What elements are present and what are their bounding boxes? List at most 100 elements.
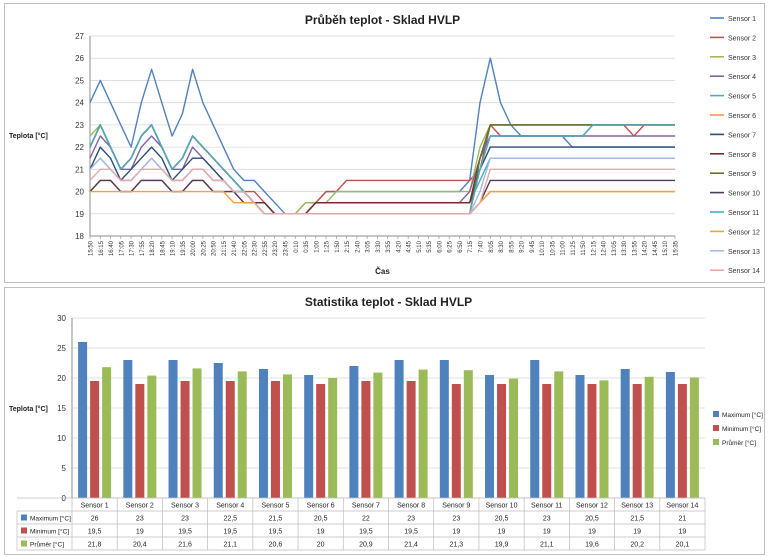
table-cell-value: 19 <box>588 529 596 536</box>
x-tick-label: 15:50 <box>89 240 95 256</box>
table-cell-value: 23 <box>181 516 189 523</box>
bar-2-sensor-1 <box>90 381 100 498</box>
series-line-sensor-5 <box>89 157 675 215</box>
x-tick-label: 14:20 <box>643 240 649 256</box>
table-cell-value: 19 <box>498 529 506 536</box>
y-axis-label: Teplota [°C] <box>9 405 48 413</box>
y-tick-label: 30 <box>57 314 66 323</box>
bar-3-sensor-1 <box>102 367 112 498</box>
y-tick-label: 23 <box>75 121 84 130</box>
table-cell-value: 21,6 <box>178 542 192 549</box>
table-cell-value: 19,5 <box>223 529 237 536</box>
x-tick-label: 7:15 <box>468 240 474 252</box>
table-cell-value: 19,5 <box>178 529 192 536</box>
table-category-label: Sensor 1 <box>81 503 109 510</box>
bar-1-sensor-8 <box>394 360 404 498</box>
table-category-label: Sensor 9 <box>442 503 470 510</box>
series-line-sensor-13 <box>89 157 675 215</box>
x-tick-label: 0:35 <box>304 240 310 252</box>
legend-label-1: Maximum [°C] <box>722 411 763 419</box>
table-cell-value: 20,6 <box>269 542 283 549</box>
bar-1-sensor-4 <box>213 363 223 498</box>
legend-label-sensor-9: Sensor 9 <box>728 171 756 178</box>
x-tick-label: 13:30 <box>622 240 628 256</box>
x-tick-label: 6:25 <box>448 240 454 252</box>
x-axis-label: Čas <box>375 267 390 276</box>
x-tick-label: 22:05 <box>242 240 248 256</box>
x-tick-label: 22:30 <box>253 240 259 256</box>
y-tick-label: 21 <box>75 165 84 174</box>
table-cell-value: 19 <box>452 529 460 536</box>
legend-label-sensor-5: Sensor 5 <box>728 94 756 101</box>
x-tick-label: 23:20 <box>273 240 279 256</box>
table-row-swatch <box>21 540 27 547</box>
table-cell-value: 21,1 <box>540 542 554 549</box>
x-tick-label: 20:00 <box>191 240 197 256</box>
x-tick-label: 17:30 <box>130 240 136 256</box>
bar-2-sensor-12 <box>587 384 597 498</box>
y-tick-label: 25 <box>57 344 66 353</box>
bar-2-sensor-2 <box>135 384 145 498</box>
chart-title: Statistika teplot - Sklad HVLP <box>305 295 472 309</box>
table-cell-value: 21,3 <box>450 542 464 549</box>
x-tick-label: 6:50 <box>458 240 464 252</box>
x-tick-label: 10:35 <box>550 240 556 256</box>
y-tick-label: 5 <box>62 464 67 473</box>
x-tick-label: 9:45 <box>530 240 536 252</box>
legend-label-sensor-7: Sensor 7 <box>728 132 756 139</box>
series-line-sensor-6 <box>89 179 675 215</box>
table-category-label: Sensor 11 <box>531 503 562 510</box>
x-tick-label: 4:45 <box>407 240 413 252</box>
table-cell-value: 19,5 <box>359 529 373 536</box>
series-line-sensor-14 <box>89 168 675 215</box>
legend-label-3: Průměr [°C] <box>722 439 756 447</box>
legend-label-2: Minimum [°C] <box>722 425 761 433</box>
x-tick-label: 1:50 <box>335 240 341 252</box>
legend-swatch-2 <box>713 425 719 431</box>
series-line-sensor-10 <box>89 179 675 215</box>
x-tick-label: 8:55 <box>509 240 515 252</box>
x-tick-label: 16:40 <box>109 240 115 256</box>
table-category-label: Sensor 5 <box>261 503 289 510</box>
legend-label-sensor-4: Sensor 4 <box>728 74 756 81</box>
x-tick-label: 18:20 <box>150 240 156 256</box>
legend-label-sensor-12: Sensor 12 <box>728 229 760 236</box>
x-tick-label: 4:20 <box>396 240 402 252</box>
y-tick-label: 22 <box>75 143 84 152</box>
bar-3-sensor-9 <box>463 370 473 498</box>
x-tick-label: 10:10 <box>540 240 546 256</box>
table-category-label: Sensor 4 <box>216 503 244 510</box>
bar-3-sensor-4 <box>237 371 247 498</box>
bar-2-sensor-9 <box>451 384 461 498</box>
table-cell-value: 19,6 <box>585 542 599 549</box>
bar-2-sensor-6 <box>316 384 326 498</box>
bar-2-sensor-4 <box>225 381 235 498</box>
legend-label-sensor-10: Sensor 10 <box>728 191 760 198</box>
bar-1-sensor-1 <box>78 342 88 498</box>
y-tick-label: 27 <box>75 32 84 41</box>
y-tick-label: 18 <box>75 232 84 241</box>
x-tick-label: 12:15 <box>591 240 597 256</box>
table-cell-value: 22 <box>362 516 370 523</box>
y-tick-label: 10 <box>57 434 66 443</box>
x-tick-label: 5:10 <box>417 240 423 252</box>
y-tick-label: 20 <box>57 374 66 383</box>
bar-1-sensor-7 <box>349 366 359 498</box>
x-tick-label: 20:50 <box>212 240 218 256</box>
bar-1-sensor-12 <box>575 375 585 498</box>
x-tick-label: 13:55 <box>632 240 638 256</box>
table-cell-value: 20,5 <box>495 516 509 523</box>
legend-label-sensor-13: Sensor 13 <box>728 249 760 256</box>
table-row-swatch <box>21 527 27 534</box>
bar-2-sensor-3 <box>180 381 190 498</box>
table-row-swatch <box>21 514 27 521</box>
bar-1-sensor-5 <box>258 369 268 498</box>
table-row-label: Průměr [°C] <box>30 541 64 549</box>
bar-1-sensor-3 <box>168 360 178 498</box>
table-cell-value: 21 <box>678 516 686 523</box>
table-cell-value: 21,5 <box>630 516 644 523</box>
bar-3-sensor-7 <box>373 372 383 498</box>
x-tick-label: 2:15 <box>345 240 351 252</box>
bar-3-sensor-5 <box>282 374 292 498</box>
x-tick-label: 8:05 <box>489 240 495 252</box>
